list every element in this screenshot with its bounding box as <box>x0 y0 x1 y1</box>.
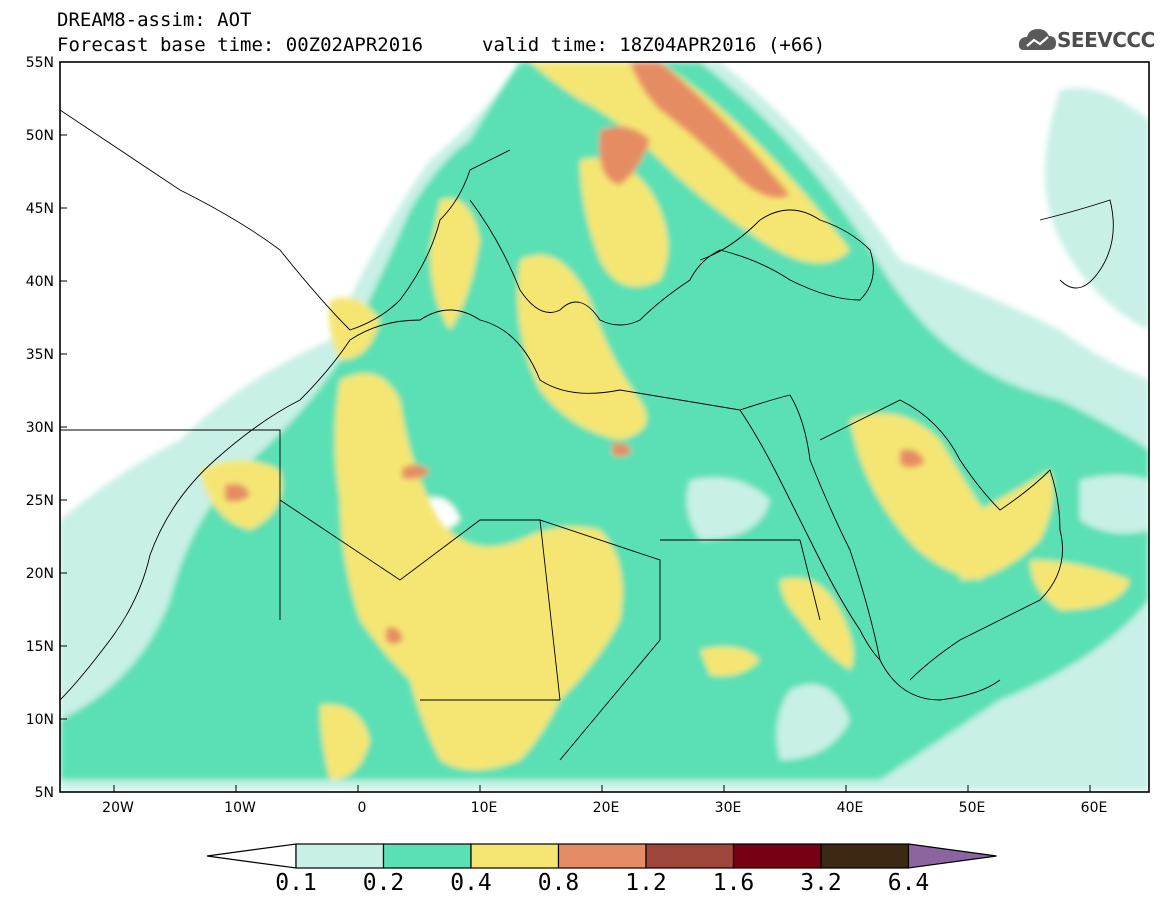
lat-label: 45N <box>26 201 54 217</box>
longitude-axis: 20W 10W 0 10E 20E 30E 40E 50E 60E <box>102 785 1107 816</box>
colorbar-bin <box>732 843 822 869</box>
lon-label: 30E <box>715 800 742 816</box>
colorbar-bin <box>645 843 735 869</box>
lat-label: 40N <box>26 274 54 290</box>
colorbar-bin <box>382 843 472 869</box>
colorbar-low-triangle <box>206 843 297 869</box>
colorbar <box>206 843 997 869</box>
lat-label: 20N <box>26 566 54 582</box>
colorbar-level-label: 0.8 <box>537 870 580 896</box>
colorbar-level-label: 0.1 <box>275 870 317 896</box>
colorbar-high-triangle <box>907 843 997 869</box>
lat-label: 30N <box>26 420 54 436</box>
lat-label: 50N <box>26 128 54 144</box>
colorbar-level-label: 0.4 <box>450 870 492 896</box>
colorbar-bin <box>557 843 647 869</box>
logo-text: SEEVCCC <box>1057 28 1155 52</box>
lon-label: 60E <box>1081 800 1108 816</box>
lon-label: 40E <box>837 800 864 816</box>
map-title: DREAM8-assim: AOT <box>57 9 252 31</box>
lat-label: 10N <box>26 712 54 728</box>
colorbar-bin <box>295 843 385 869</box>
lat-label: 55N <box>26 55 54 71</box>
lat-label: 15N <box>26 639 54 655</box>
lon-label: 10W <box>224 800 256 816</box>
colorbar-level-label: 0.2 <box>362 870 405 896</box>
valid-time: valid time: 18Z04APR2016 (+66) <box>482 34 826 56</box>
colorbar-level-label: 1.2 <box>625 870 667 896</box>
forecast-base-time: Forecast base time: 00Z02APR2016 <box>57 34 424 56</box>
colorbar-level-label: 6.4 <box>887 870 930 896</box>
lon-label: 20E <box>593 800 620 816</box>
lat-label: 25N <box>26 493 54 509</box>
colorbar-level-label: 3.2 <box>800 870 842 896</box>
colorbar-bin <box>470 843 560 869</box>
lon-label: 20W <box>102 800 134 816</box>
lon-label: 10E <box>471 800 498 816</box>
lon-label: 0 <box>358 800 367 816</box>
lat-label: 35N <box>26 347 54 363</box>
coastlines <box>60 109 1114 761</box>
latitude-axis: 55N 50N 45N 40N 35N 30N 25N 20N 15N 10N 5N <box>26 55 67 801</box>
lon-label: 50E <box>959 800 986 816</box>
aot-shading <box>60 62 1149 792</box>
colorbar-level-label: 1.6 <box>712 870 755 896</box>
colorbar-bin <box>820 843 910 869</box>
cloud-logo-icon <box>1018 29 1056 50</box>
lat-label: 5N <box>35 785 54 801</box>
